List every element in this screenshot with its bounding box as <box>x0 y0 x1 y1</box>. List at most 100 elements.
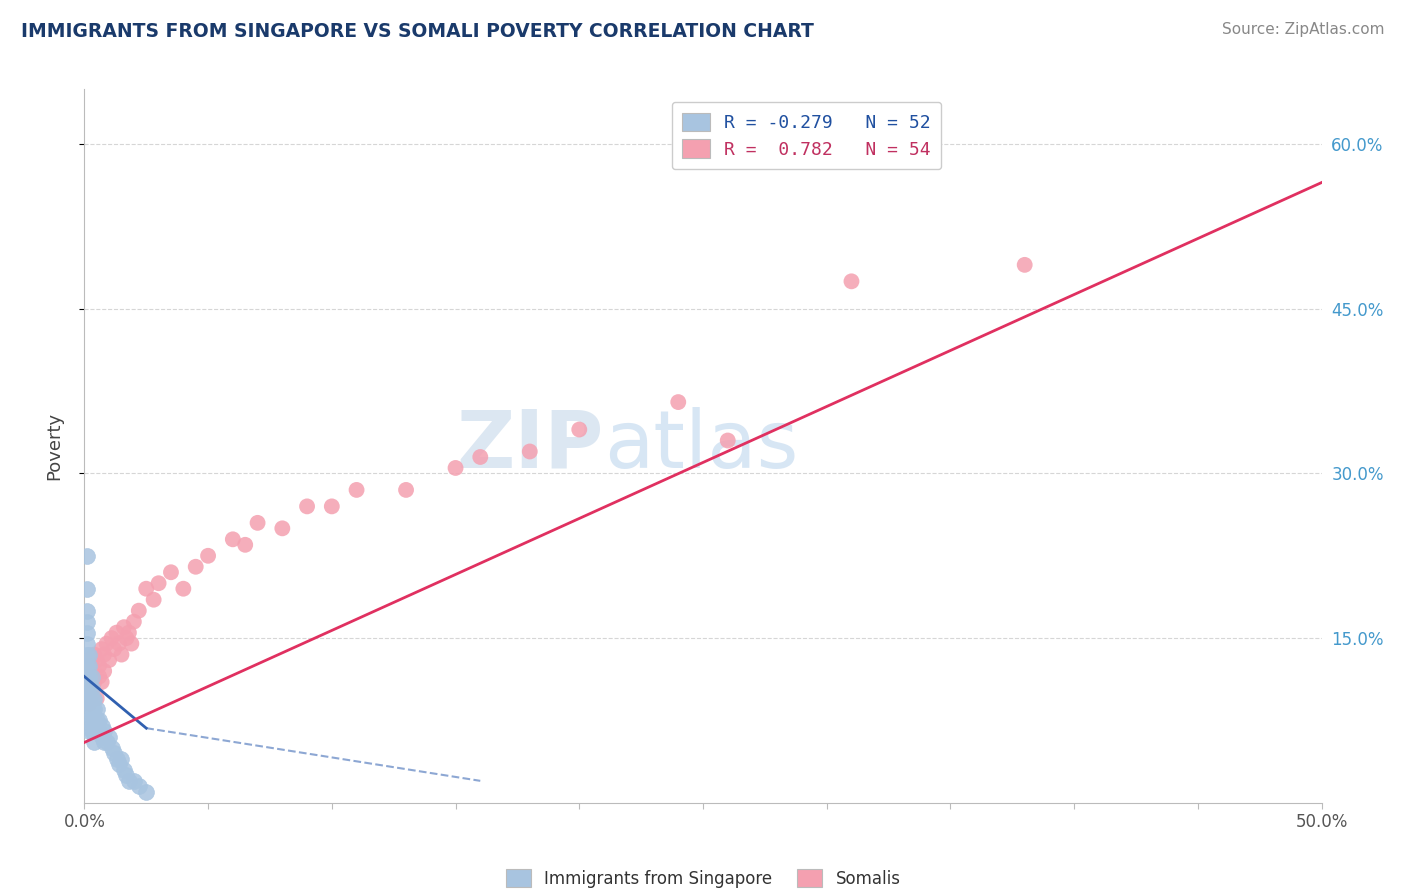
Point <box>80 714 103 728</box>
Point <box>90 675 112 690</box>
Point <box>96 735 118 749</box>
Point <box>105 752 128 766</box>
Point <box>90 719 112 733</box>
Point <box>118 773 141 788</box>
Point <box>295 500 318 514</box>
Point <box>79 724 101 739</box>
Point <box>110 648 132 662</box>
Point <box>105 625 128 640</box>
Point <box>103 747 125 761</box>
Point <box>76 691 98 706</box>
Point <box>79 681 101 695</box>
Point <box>89 714 111 728</box>
Point <box>100 740 122 755</box>
Y-axis label: Poverty: Poverty <box>45 412 63 480</box>
Point <box>184 559 207 574</box>
Point <box>76 549 98 563</box>
Point <box>395 483 418 497</box>
Point <box>79 702 101 716</box>
Point <box>76 658 98 673</box>
Point <box>76 648 98 662</box>
Point <box>96 637 118 651</box>
Point <box>76 681 98 695</box>
Point <box>79 697 101 711</box>
Point <box>90 642 112 657</box>
Point <box>108 757 131 772</box>
Point <box>89 669 111 683</box>
Point <box>76 664 98 678</box>
Point <box>79 658 101 673</box>
Point <box>83 735 105 749</box>
Point <box>233 538 256 552</box>
Point <box>271 521 294 535</box>
Point <box>80 681 103 695</box>
Point <box>197 549 219 563</box>
Point <box>103 642 125 657</box>
Point <box>83 675 105 690</box>
Point <box>128 604 150 618</box>
Point <box>76 686 98 700</box>
Point <box>135 785 157 799</box>
Point <box>98 730 121 744</box>
Point <box>80 691 103 706</box>
Point <box>93 724 115 739</box>
Point <box>80 658 103 673</box>
Point <box>76 582 98 596</box>
Point <box>122 773 145 788</box>
Point <box>83 691 105 706</box>
Point <box>83 648 105 662</box>
Point <box>98 653 121 667</box>
Text: IMMIGRANTS FROM SINGAPORE VS SOMALI POVERTY CORRELATION CHART: IMMIGRANTS FROM SINGAPORE VS SOMALI POVE… <box>21 22 814 41</box>
Point <box>76 615 98 629</box>
Point <box>80 669 103 683</box>
Point <box>86 702 108 716</box>
Point <box>519 444 541 458</box>
Point <box>122 615 145 629</box>
Point <box>93 664 115 678</box>
Point <box>89 658 111 673</box>
Point <box>444 461 467 475</box>
Point <box>83 702 105 716</box>
Point <box>100 631 122 645</box>
Point <box>160 566 183 580</box>
Point <box>321 500 343 514</box>
Point <box>89 724 111 739</box>
Legend: Immigrants from Singapore, Somalis: Immigrants from Singapore, Somalis <box>498 861 908 892</box>
Point <box>118 625 141 640</box>
Point <box>76 625 98 640</box>
Point <box>142 592 165 607</box>
Point <box>666 395 689 409</box>
Point <box>470 450 492 464</box>
Point <box>112 620 135 634</box>
Point <box>80 724 103 739</box>
Point <box>568 423 591 437</box>
Point <box>112 763 135 777</box>
Point <box>172 582 194 596</box>
Point <box>717 434 740 448</box>
Point <box>1014 258 1036 272</box>
Point <box>76 669 98 683</box>
Point <box>135 582 157 596</box>
Point <box>86 653 108 667</box>
Point <box>83 714 105 728</box>
Point <box>86 714 108 728</box>
Point <box>79 653 101 667</box>
Point <box>110 752 132 766</box>
Point <box>79 675 101 690</box>
Point <box>246 516 269 530</box>
Point <box>93 735 115 749</box>
Text: Source: ZipAtlas.com: Source: ZipAtlas.com <box>1222 22 1385 37</box>
Point <box>115 768 138 782</box>
Point <box>86 724 108 739</box>
Point <box>841 274 863 288</box>
Text: ZIP: ZIP <box>457 407 605 485</box>
Point <box>79 691 101 706</box>
Point <box>93 648 115 662</box>
Point <box>79 648 101 662</box>
Point <box>76 604 98 618</box>
Point <box>80 669 103 683</box>
Point <box>80 702 103 716</box>
Point <box>120 637 142 651</box>
Point <box>90 730 112 744</box>
Point <box>222 533 245 547</box>
